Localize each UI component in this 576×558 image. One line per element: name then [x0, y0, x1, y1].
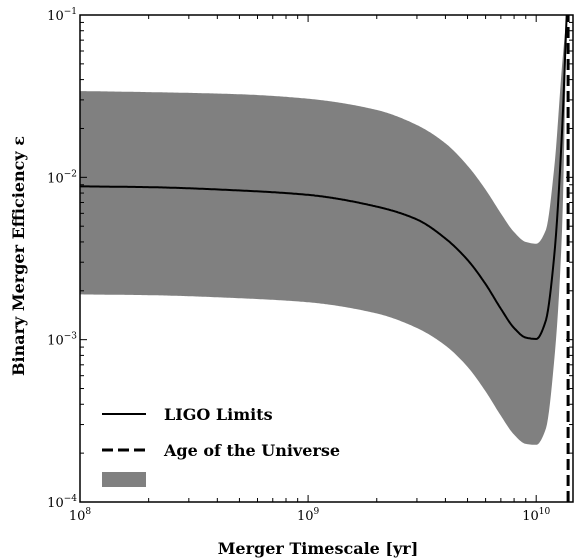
y-tick-label: 10−3: [47, 332, 77, 349]
axes: 108 109 1010 10−4 10−3 10−2 10−1: [47, 7, 574, 524]
ligo-limits-line: [80, 15, 568, 341]
x-tick-label: 1010: [522, 507, 550, 524]
plot-inner: [80, 15, 570, 502]
plot-area: [80, 15, 570, 502]
uncertainty-band: [80, 15, 567, 445]
y-tick-label: 10−2: [47, 169, 77, 186]
legend-ligo-label: LIGO Limits: [164, 405, 273, 424]
plot-frame: [79, 14, 574, 503]
y-axis-label: Binary Merger Efficiency ε: [9, 136, 28, 376]
legend: LIGO Limits Age of the Universe: [102, 405, 340, 487]
y-tick-label: 10−4: [47, 494, 77, 511]
x-tick-label: 108: [69, 507, 92, 524]
y-tick-label: 10−1: [47, 7, 77, 24]
legend-band-swatch: [102, 472, 146, 487]
legend-age-label: Age of the Universe: [163, 441, 340, 460]
x-tick-label: 109: [297, 507, 320, 524]
x-axis-label: Merger Timescale [yr]: [218, 539, 419, 558]
